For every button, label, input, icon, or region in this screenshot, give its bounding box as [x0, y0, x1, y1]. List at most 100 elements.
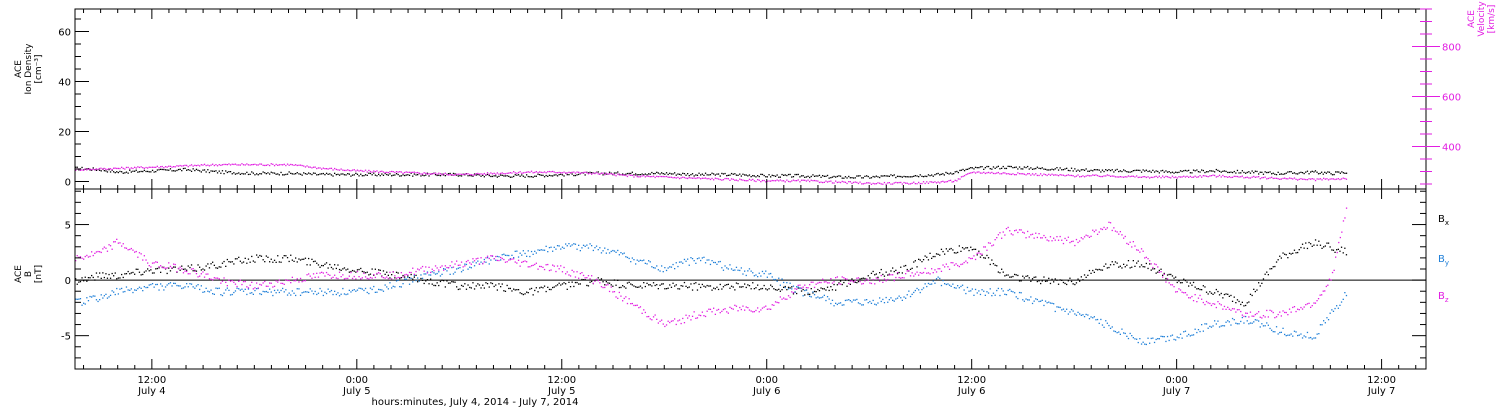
data-point — [482, 173, 484, 175]
data-point — [724, 172, 726, 175]
data-point — [963, 170, 966, 172]
data-point — [215, 287, 217, 289]
data-point — [1191, 172, 1193, 174]
data-point — [446, 280, 448, 282]
data-point — [205, 265, 207, 267]
data-point — [547, 251, 549, 253]
data-point — [1100, 318, 1102, 321]
data-point — [906, 268, 908, 271]
data-point — [1322, 290, 1324, 292]
data-point — [677, 320, 679, 322]
data-point — [312, 273, 315, 275]
data-point — [223, 260, 225, 263]
data-point — [773, 304, 775, 306]
data-point — [303, 165, 305, 167]
data-point — [1040, 237, 1042, 239]
data-point — [1305, 304, 1307, 306]
data-point — [648, 284, 650, 286]
data-point — [592, 249, 594, 252]
data-point — [212, 163, 214, 165]
data-point — [1326, 178, 1328, 180]
data-point — [820, 297, 822, 299]
data-point — [247, 288, 250, 290]
data-point — [200, 171, 202, 173]
data-point — [1220, 292, 1222, 295]
data-point — [106, 168, 108, 171]
data-point — [316, 262, 318, 264]
data-point — [205, 171, 207, 173]
data-point — [169, 165, 172, 167]
data-point — [348, 271, 350, 273]
data-point — [1215, 288, 1217, 291]
data-point — [134, 251, 136, 253]
data-point — [103, 167, 105, 170]
data-point — [316, 272, 318, 274]
data-point — [714, 261, 716, 264]
data-point — [342, 173, 344, 175]
data-point — [591, 280, 593, 283]
data-point — [220, 172, 222, 174]
data-point — [464, 265, 466, 267]
data-point — [130, 272, 132, 274]
data-point — [690, 257, 692, 259]
data-point — [1259, 316, 1261, 318]
data-point — [1326, 317, 1328, 319]
data-point — [615, 284, 617, 286]
data-point — [1109, 222, 1112, 224]
data-point — [99, 299, 101, 301]
data-point — [1331, 178, 1333, 180]
data-point — [1196, 301, 1198, 303]
data-point — [1220, 304, 1222, 306]
data-point — [1020, 229, 1022, 231]
data-point — [1134, 265, 1136, 267]
data-point — [1236, 299, 1239, 301]
data-point — [957, 251, 959, 254]
data-point — [804, 179, 806, 181]
data-point — [181, 265, 183, 267]
data-point — [1324, 290, 1326, 292]
data-point — [117, 171, 119, 174]
data-point — [1231, 176, 1234, 178]
data-point — [1106, 322, 1108, 324]
data-point — [687, 258, 689, 260]
data-point — [875, 273, 877, 275]
data-point — [992, 292, 995, 294]
data-point — [927, 182, 930, 184]
data-point — [828, 177, 830, 179]
data-point — [748, 285, 751, 287]
data-point — [116, 167, 118, 170]
data-point — [1025, 275, 1027, 277]
data-point — [1192, 334, 1195, 336]
data-point — [280, 261, 282, 263]
data-point — [441, 173, 443, 175]
data-point — [638, 174, 640, 176]
data-point — [129, 248, 131, 251]
data-point — [246, 171, 248, 173]
data-point — [246, 293, 248, 296]
data-point — [763, 272, 765, 275]
data-point — [386, 173, 388, 176]
data-point — [1178, 288, 1180, 290]
data-point — [683, 322, 686, 324]
velocity-axis-label-line: Velocity — [1477, 1, 1487, 37]
data-point — [903, 265, 905, 267]
data-point — [905, 273, 907, 275]
data-point — [659, 320, 661, 322]
data-point — [1327, 171, 1329, 173]
data-point — [1017, 168, 1019, 170]
data-point — [918, 289, 920, 291]
data-point — [1007, 274, 1009, 276]
data-point — [875, 304, 877, 306]
data-point — [394, 174, 396, 176]
data-point — [1014, 174, 1016, 176]
data-point — [249, 261, 251, 263]
data-point — [351, 289, 354, 292]
data-point — [382, 270, 385, 272]
data-point — [734, 289, 736, 291]
data-point — [1179, 282, 1182, 284]
data-point — [792, 179, 795, 181]
data-point — [500, 286, 502, 288]
data-point — [815, 291, 817, 293]
data-point — [475, 258, 477, 260]
data-point — [1178, 337, 1180, 339]
